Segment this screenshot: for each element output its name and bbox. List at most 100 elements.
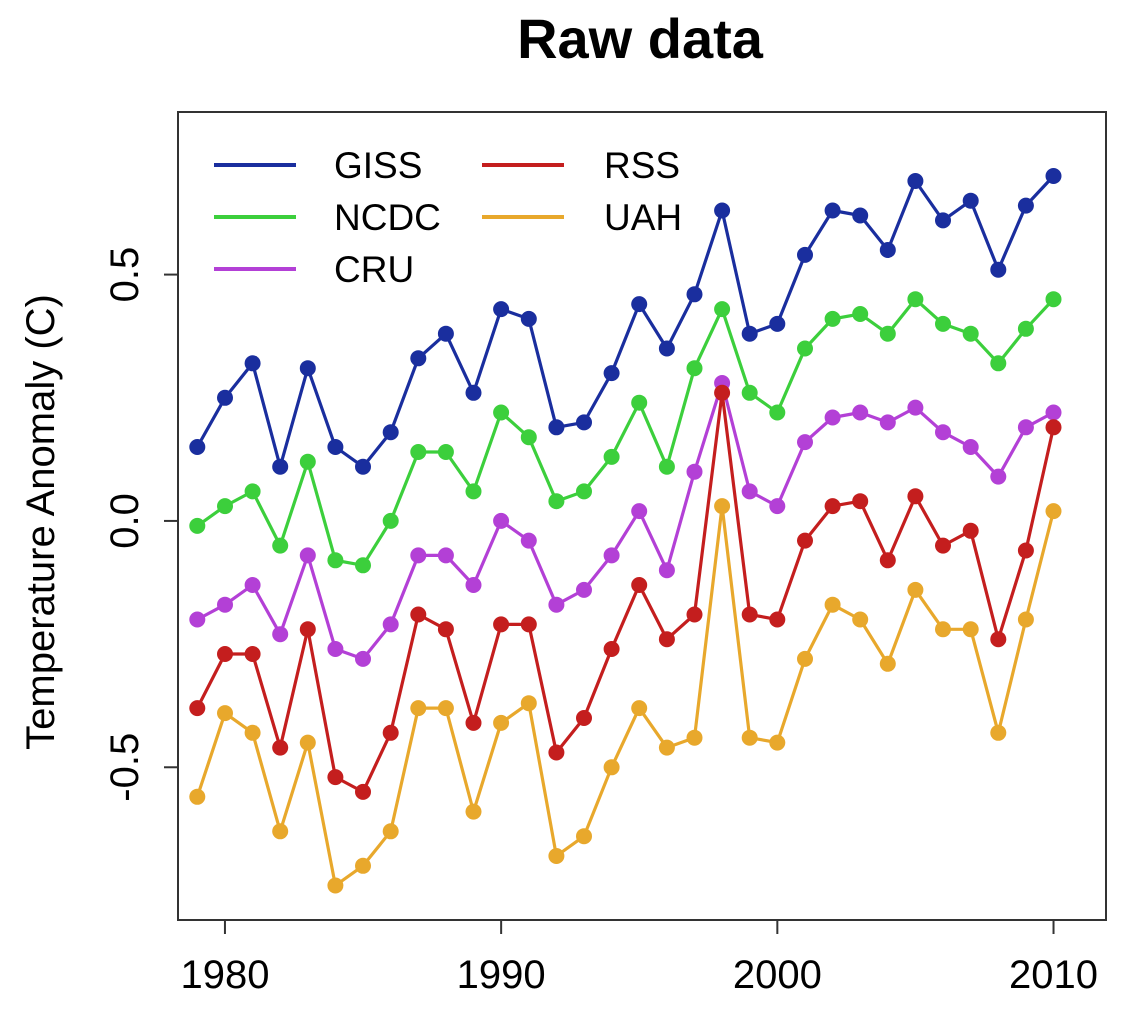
data-point bbox=[935, 424, 951, 441]
plot-frame bbox=[177, 111, 1107, 921]
data-point bbox=[299, 621, 316, 638]
data-point bbox=[327, 439, 344, 455]
data-point bbox=[355, 783, 371, 800]
data-point bbox=[1017, 320, 1034, 337]
data-point bbox=[217, 705, 233, 722]
legend-label: NCDC bbox=[334, 197, 441, 238]
data-point bbox=[907, 291, 924, 308]
data-point bbox=[935, 315, 951, 332]
data-point bbox=[410, 606, 427, 623]
data-point bbox=[520, 310, 537, 327]
data-point bbox=[990, 468, 1007, 485]
data-point bbox=[272, 823, 289, 840]
data-point bbox=[686, 606, 703, 623]
data-point bbox=[520, 429, 537, 446]
data-point bbox=[962, 439, 979, 455]
data-point bbox=[686, 729, 703, 746]
data-point bbox=[962, 522, 979, 539]
series-ncdc bbox=[189, 291, 1062, 574]
data-point bbox=[907, 581, 924, 598]
data-point bbox=[272, 458, 289, 475]
data-point bbox=[631, 577, 648, 593]
data-point bbox=[327, 769, 344, 786]
series-rss bbox=[189, 384, 1062, 800]
y-tick-label: 0.5 bbox=[103, 247, 147, 303]
data-point bbox=[824, 202, 841, 219]
data-point bbox=[741, 606, 758, 623]
data-point bbox=[465, 483, 482, 500]
data-point bbox=[299, 453, 316, 470]
data-point bbox=[686, 360, 703, 377]
data-point bbox=[355, 557, 371, 574]
data-point bbox=[714, 384, 731, 401]
data-point bbox=[935, 621, 951, 638]
x-axis: 1980 1990 2000 2010 bbox=[180, 920, 1098, 997]
data-point bbox=[824, 409, 841, 426]
data-point bbox=[217, 498, 233, 515]
legend-item-giss: GISS bbox=[214, 145, 422, 186]
data-point bbox=[465, 714, 482, 731]
legend-item-rss: RSS bbox=[482, 145, 680, 186]
data-point bbox=[465, 577, 482, 593]
data-point bbox=[1017, 197, 1034, 214]
series-layer bbox=[189, 168, 1062, 894]
data-point bbox=[382, 823, 399, 840]
data-point bbox=[658, 631, 675, 648]
data-point bbox=[603, 641, 620, 657]
data-point bbox=[769, 611, 786, 628]
data-point bbox=[576, 828, 592, 845]
data-point bbox=[990, 631, 1007, 648]
data-point bbox=[990, 724, 1007, 741]
data-point bbox=[741, 729, 758, 746]
data-point bbox=[769, 734, 786, 751]
data-point bbox=[852, 306, 869, 322]
data-point bbox=[382, 616, 399, 633]
data-point bbox=[437, 444, 454, 460]
data-point bbox=[1017, 611, 1034, 628]
series-giss bbox=[189, 168, 1062, 475]
data-point bbox=[769, 404, 786, 421]
data-point bbox=[189, 700, 206, 717]
data-point bbox=[824, 596, 841, 613]
data-point bbox=[879, 414, 896, 431]
data-point bbox=[355, 650, 371, 667]
data-point bbox=[437, 621, 454, 638]
data-point bbox=[603, 759, 620, 776]
data-point bbox=[576, 483, 592, 500]
data-point bbox=[797, 340, 813, 357]
data-point bbox=[879, 242, 896, 258]
data-point bbox=[520, 695, 537, 712]
legend-label: CRU bbox=[334, 249, 414, 290]
data-point bbox=[907, 399, 924, 416]
data-point bbox=[741, 483, 758, 500]
data-point bbox=[355, 458, 371, 475]
data-point bbox=[714, 202, 731, 219]
data-point bbox=[603, 547, 620, 564]
legend-item-cru: CRU bbox=[214, 249, 414, 290]
data-point bbox=[990, 355, 1007, 372]
data-point bbox=[1045, 168, 1062, 184]
y-axis-label: Temperature Anomaly (C) bbox=[19, 294, 63, 750]
data-point bbox=[658, 739, 675, 756]
legend-label: RSS bbox=[604, 145, 680, 186]
data-point bbox=[1045, 503, 1062, 520]
data-point bbox=[299, 547, 316, 564]
data-point bbox=[907, 173, 924, 189]
data-point bbox=[1045, 404, 1062, 421]
data-point bbox=[520, 532, 537, 549]
data-point bbox=[493, 512, 510, 529]
data-point bbox=[631, 394, 648, 411]
x-tick-label: 1990 bbox=[457, 953, 546, 997]
data-point bbox=[631, 503, 648, 520]
data-point bbox=[935, 537, 951, 554]
data-point bbox=[1045, 419, 1062, 436]
data-point bbox=[769, 315, 786, 332]
chart-title: Raw data bbox=[517, 7, 764, 70]
data-point bbox=[852, 611, 869, 628]
data-point bbox=[576, 710, 592, 726]
data-point bbox=[244, 646, 261, 662]
data-point bbox=[1045, 291, 1062, 308]
data-point bbox=[272, 739, 289, 756]
data-point bbox=[576, 414, 592, 431]
legend-label: UAH bbox=[604, 197, 682, 238]
